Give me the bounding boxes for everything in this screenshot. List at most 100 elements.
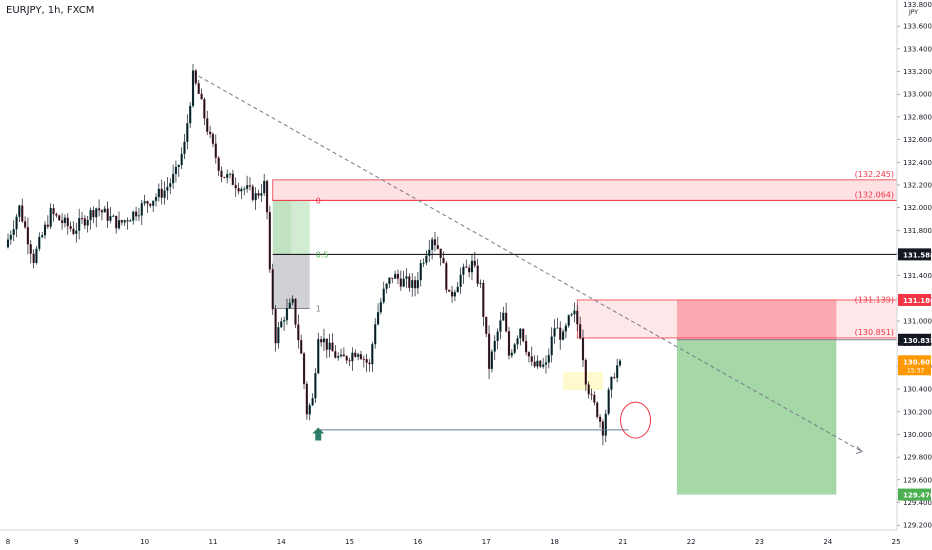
trade-stop-area [676,299,837,340]
highlight-circle [620,401,652,439]
time-tick-label: 21 [618,538,627,546]
candle-body [371,344,374,365]
candle-body [487,333,491,370]
time-tick-label: 15 [345,538,354,546]
demand-box [563,372,603,391]
candle-body [376,312,380,325]
candles [6,63,622,446]
candle-body [342,354,345,357]
time-tick-label: 25 [892,538,901,546]
candle-body [234,184,237,189]
candle-body [163,190,166,198]
candle-body [616,365,619,379]
candle-body [522,328,525,342]
candle-body [416,280,419,289]
time-tick-label: 10 [140,538,149,546]
candle-body [92,209,95,218]
candle-body [485,316,488,334]
candle-body [200,93,203,100]
zone-label-131139: (131.139) [855,295,894,304]
candle-body [9,234,12,240]
candle-body [422,262,425,264]
candle-body [510,352,513,356]
candle-body [83,218,86,226]
candle-body [607,389,610,414]
price-tick-label: 132.000 [903,204,932,212]
candle-body [251,186,254,201]
candle-body [58,215,61,221]
price-tick-label: 129.400 [903,499,932,507]
candle-body [601,421,605,436]
candle-body [297,324,300,341]
candle-body [26,227,30,245]
fib-grey-box [272,254,310,309]
trade-target-area [676,339,837,495]
time-tick-label: 9 [74,538,78,546]
candle-body [120,220,123,223]
candle-body [211,133,215,144]
price-tick-label: 132.200 [903,181,932,189]
price-tag-label: 131.588 [903,251,932,259]
current-price-countdown: 15:37 [907,367,924,374]
candle-body [89,209,92,221]
time-tick-label: 14 [277,538,286,546]
time-tick-label: 18 [550,538,559,546]
candle-body [280,321,283,328]
candle-body [610,376,613,390]
price-tick-label: 131.400 [903,272,932,280]
candle-body [448,289,451,292]
candle-body [203,99,206,119]
candle-body [581,337,585,361]
candle-body [322,338,326,343]
price-tick-label: 129.200 [903,522,932,530]
price-tag-bg [898,293,931,306]
zone-label-132064: (132.064) [855,190,894,199]
candle-body [308,405,311,415]
candle-body [112,215,115,217]
candle-body [166,186,169,191]
candle-body [436,245,439,249]
candle-body [317,339,320,374]
candle-body [97,208,101,211]
candle-body [453,292,457,297]
price-tick-label: 133.200 [903,68,932,76]
time-tick-label: 24 [823,538,832,546]
candle-body [470,260,474,273]
time-tick-label: 17 [482,538,491,546]
candle-body [12,229,15,236]
candle-body [60,220,64,224]
candle-body [291,298,294,303]
candle-body [411,279,414,288]
candle-body [237,188,240,192]
resistance-zone [576,299,898,339]
candle-body [186,123,189,142]
candle-body [169,183,172,188]
fib-label-05: 0.5 [316,250,329,259]
candle-body [337,356,340,358]
supply-zone [272,179,898,201]
candle-body [354,352,357,357]
candle-body [445,263,448,290]
candle-body [35,248,38,264]
time-tick-label: 8 [6,538,10,546]
candle-body [473,260,476,266]
candle-body [283,320,286,322]
candle-body [243,188,246,190]
price-tick-label: 131.800 [903,227,932,235]
candle-body [143,201,146,204]
candle-body [189,105,192,124]
candle-body [590,394,593,396]
candle-body [246,185,249,189]
candle-body [240,188,243,192]
time-tick-label: 11 [208,538,217,546]
candle-body [72,228,75,235]
candle-body [493,340,496,352]
candle-body [160,188,163,198]
candle-body [180,153,183,166]
candle-body [556,327,559,329]
candle-body [425,255,428,263]
candle-body [536,360,539,367]
candle-body [385,283,388,289]
